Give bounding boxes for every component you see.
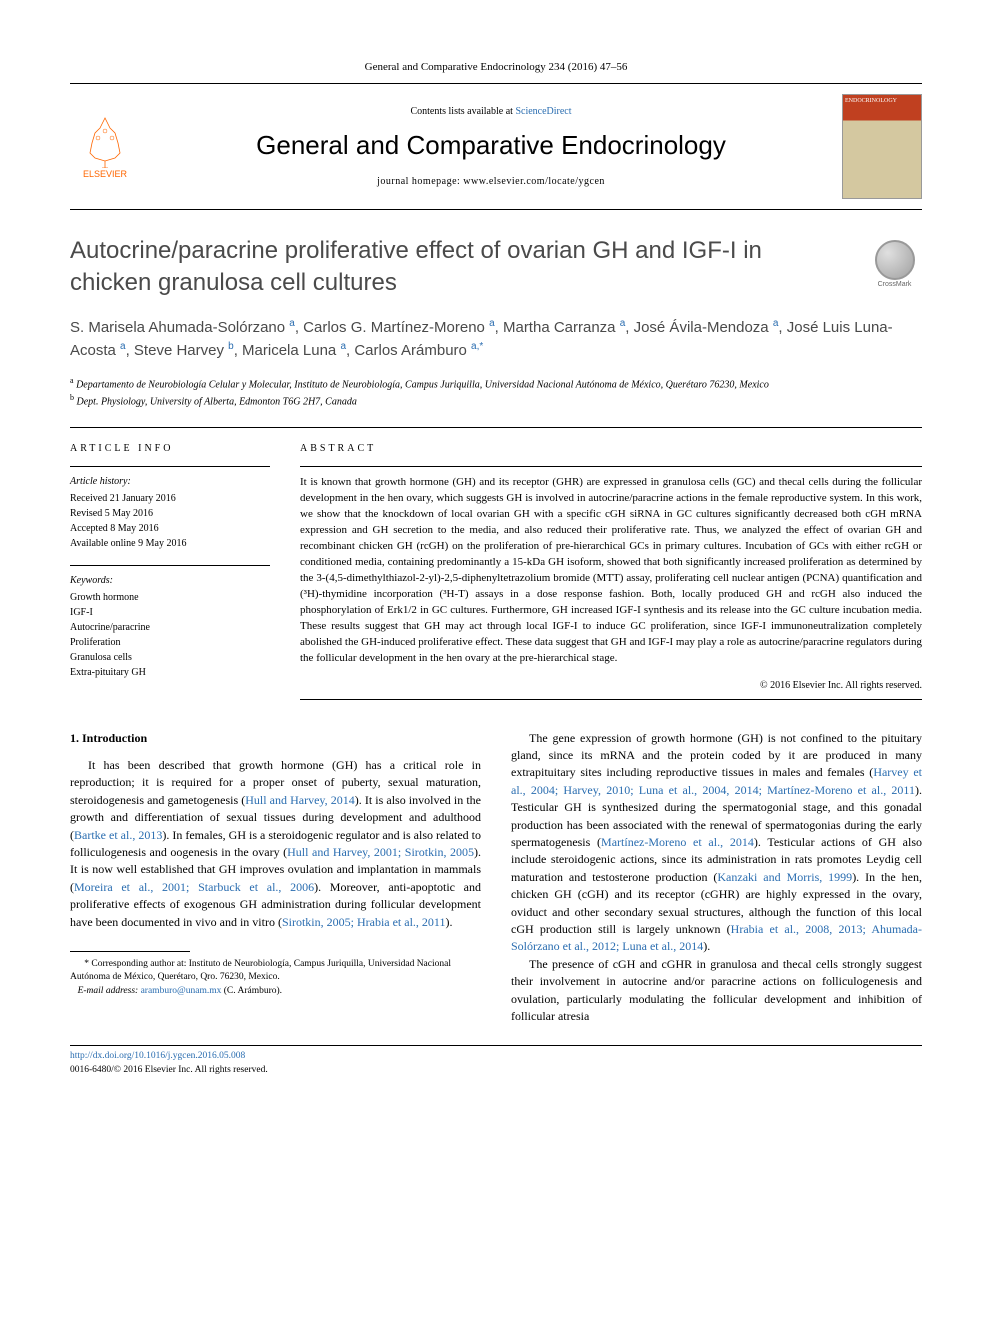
section-heading-introduction: 1. Introduction [70, 730, 481, 747]
email-suffix: (C. Arámburo). [221, 986, 282, 996]
history-block: Article history: Received 21 January 201… [70, 466, 270, 551]
article-info-column: ARTICLE INFO Article history: Received 2… [70, 442, 270, 699]
crossmark-icon [875, 240, 915, 280]
elsevier-tree-icon [80, 113, 130, 168]
email-line: E-mail address: aramburo@unam.mx (C. Ará… [70, 985, 481, 998]
authors-list: S. Marisela Ahumada-Solórzano a, Carlos … [70, 316, 922, 363]
keyword-item: Autocrine/paracrine [70, 620, 270, 635]
ref-hull-harvey-2001-sirotkin-2005[interactable]: Hull and Harvey, 2001; Sirotkin, 2005 [287, 845, 474, 859]
body-columns: 1. Introduction It has been described th… [70, 730, 922, 1026]
abstract-heading: ABSTRACT [300, 442, 922, 456]
corresponding-text: * Corresponding author at: Instituto de … [70, 958, 481, 985]
ref-martinez-2014[interactable]: Martínez-Moreno et al., 2014 [601, 835, 754, 849]
elsevier-name: ELSEVIER [83, 168, 127, 181]
history-label: Article history: [70, 475, 270, 489]
issn-copyright: 0016-6480/© 2016 Elsevier Inc. All right… [70, 1064, 922, 1077]
history-item: Received 21 January 2016 [70, 491, 270, 506]
contents-prefix: Contents lists available at [410, 106, 515, 117]
header-rule [70, 83, 922, 84]
history-item: Accepted 8 May 2016 [70, 521, 270, 536]
cover-label: ENDOCRINOLOGY [845, 98, 897, 104]
affiliation: a Departamento de Neurobiología Celular … [70, 375, 922, 392]
article-info-heading: ARTICLE INFO [70, 442, 270, 456]
abstract-text: It is known that growth hormone (GH) and… [300, 466, 922, 666]
homepage-line: journal homepage: www.elsevier.com/locat… [155, 175, 827, 189]
masthead-center: Contents lists available at ScienceDirec… [155, 105, 827, 189]
contents-line: Contents lists available at ScienceDirec… [155, 105, 827, 119]
info-abstract-row: ARTICLE INFO Article history: Received 2… [70, 427, 922, 699]
crossmark-badge[interactable]: CrossMark [867, 240, 922, 295]
abstract-copyright: © 2016 Elsevier Inc. All rights reserved… [300, 679, 922, 693]
affiliations: a Departamento de Neurobiología Celular … [70, 375, 922, 410]
email-label: E-mail address: [78, 986, 141, 996]
keyword-item: Proliferation [70, 635, 270, 650]
keywords-block: Keywords: Growth hormoneIGF-IAutocrine/p… [70, 565, 270, 680]
left-column: 1. Introduction It has been described th… [70, 730, 481, 1026]
abstract-column: ABSTRACT It is known that growth hormone… [300, 442, 922, 699]
footnote-rule [70, 951, 190, 952]
history-item: Revised 5 May 2016 [70, 506, 270, 521]
ref-sirotkin-hrabia[interactable]: Sirotkin, 2005; Hrabia et al., 2011 [282, 915, 446, 929]
journal-cover-thumbnail[interactable]: ENDOCRINOLOGY [842, 94, 922, 199]
footer-rule [70, 1045, 922, 1046]
keyword-item: IGF-I [70, 605, 270, 620]
keyword-item: Extra-pituitary GH [70, 665, 270, 680]
intro-paragraph-3: The presence of cGH and cGHR in granulos… [511, 956, 922, 1026]
page-container: General and Comparative Endocrinology 23… [0, 0, 992, 1117]
journal-name: General and Comparative Endocrinology [155, 127, 827, 163]
ref-bartke-2013[interactable]: Bartke et al., 2013 [74, 828, 162, 842]
abstract-bottom-rule [300, 699, 922, 700]
doi-link[interactable]: http://dx.doi.org/10.1016/j.ygcen.2016.0… [70, 1051, 245, 1061]
masthead: ELSEVIER Contents lists available at Sci… [70, 94, 922, 210]
right-column: The gene expression of growth hormone (G… [511, 730, 922, 1026]
elsevier-logo[interactable]: ELSEVIER [70, 107, 140, 187]
keywords-label: Keywords: [70, 574, 270, 588]
ref-moreira-starbuck[interactable]: Moreira et al., 2001; Starbuck et al., 2… [74, 880, 314, 894]
keyword-item: Granulosa cells [70, 650, 270, 665]
corresponding-email-link[interactable]: aramburo@unam.mx [141, 986, 222, 996]
intro-paragraph-2: The gene expression of growth hormone (G… [511, 730, 922, 956]
homepage-prefix: journal homepage: [377, 176, 463, 187]
affiliation: b Dept. Physiology, University of Albert… [70, 392, 922, 409]
corresponding-author-footnote: * Corresponding author at: Instituto de … [70, 958, 481, 998]
page-footer: http://dx.doi.org/10.1016/j.ygcen.2016.0… [70, 1045, 922, 1077]
title-text: Autocrine/paracrine proliferative effect… [70, 237, 762, 295]
ref-hull-harvey-2014[interactable]: Hull and Harvey, 2014 [245, 793, 355, 807]
sciencedirect-link[interactable]: ScienceDirect [515, 106, 571, 117]
history-item: Available online 9 May 2016 [70, 536, 270, 551]
crossmark-label: CrossMark [878, 280, 912, 289]
keyword-item: Growth hormone [70, 590, 270, 605]
ref-kanzaki-morris[interactable]: Kanzaki and Morris, 1999 [717, 870, 852, 884]
running-header-citation: General and Comparative Endocrinology 23… [70, 60, 922, 75]
intro-paragraph-1: It has been described that growth hormon… [70, 757, 481, 931]
article-title: Autocrine/paracrine proliferative effect… [70, 235, 922, 297]
homepage-url[interactable]: www.elsevier.com/locate/ygcen [463, 176, 605, 187]
